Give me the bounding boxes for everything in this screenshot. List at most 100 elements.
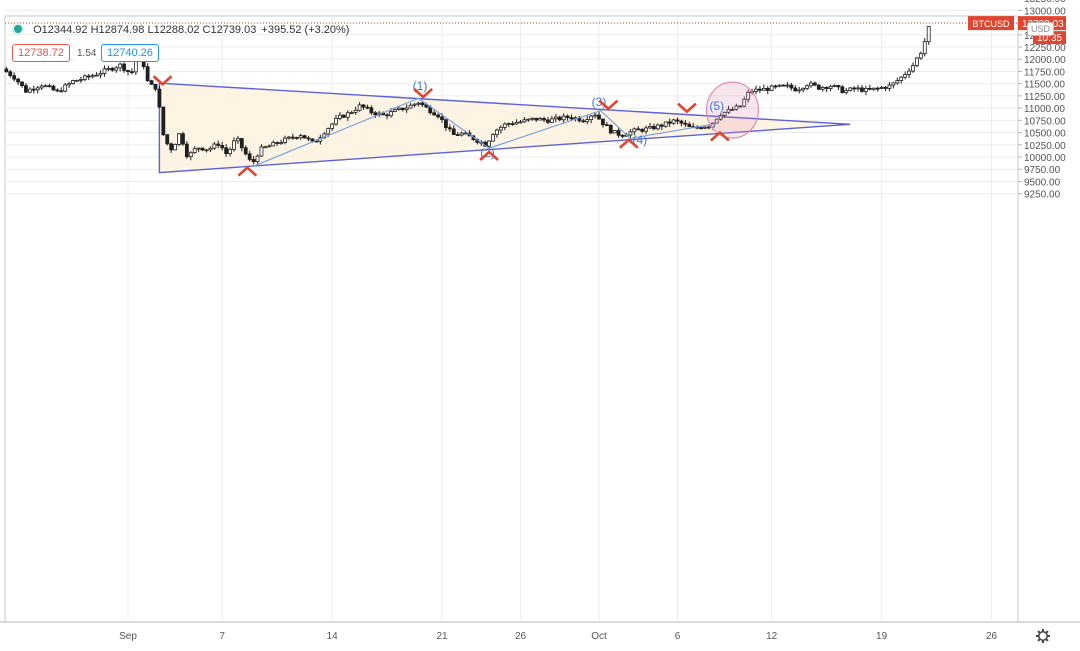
- candle-body: [59, 90, 64, 93]
- candle-body: [27, 88, 32, 93]
- candle-body: [899, 76, 904, 81]
- candle-body: [773, 85, 778, 88]
- y-tick-label: 9750.00: [1024, 165, 1061, 176]
- candle-body: [106, 68, 111, 70]
- settings-gear-icon[interactable]: [1036, 629, 1050, 643]
- buy-marker-icon: [618, 138, 639, 149]
- candle-body: [707, 126, 711, 129]
- candle-body: [424, 104, 429, 108]
- candle-body: [683, 122, 688, 125]
- candle-body: [671, 119, 676, 124]
- candle-body: [184, 143, 189, 158]
- candle-body: [404, 107, 409, 111]
- candle-body: [585, 119, 590, 123]
- candle-body: [879, 87, 884, 89]
- candle-body: [436, 114, 440, 118]
- candle-body: [518, 121, 523, 124]
- candle-body: [389, 111, 393, 117]
- candle-body: [522, 119, 527, 123]
- candle-body: [502, 123, 507, 128]
- candle-body: [816, 84, 821, 90]
- candle-body: [157, 88, 162, 108]
- candle-body: [247, 153, 252, 160]
- candle-body: [181, 133, 185, 145]
- candle-body: [550, 118, 554, 123]
- ohlc-readout: O12344.92 H12874.98 L12288.02 C12739.03 …: [14, 24, 349, 36]
- currency-badge[interactable]: USD: [1026, 22, 1054, 36]
- candle-body: [604, 124, 609, 127]
- candle-body: [487, 140, 492, 147]
- symbol-tag-bg: [968, 16, 1014, 31]
- candle-body: [459, 132, 464, 136]
- y-tick-label: 10250.00: [1024, 141, 1066, 152]
- sell-price-button[interactable]: 12738.72: [12, 44, 70, 62]
- sell-marker-icon: [413, 87, 434, 99]
- candle-body: [412, 103, 417, 106]
- candle-body: [789, 84, 794, 89]
- breakout-highlight: [705, 81, 760, 139]
- y-tick-label: 9500.00: [1024, 177, 1061, 188]
- candle-body: [255, 155, 260, 163]
- candle-body: [302, 135, 307, 139]
- candle-body: [812, 82, 817, 86]
- x-tick-label: 6: [675, 631, 681, 642]
- buy-price-button[interactable]: 12740.26: [101, 44, 159, 62]
- candle-body: [165, 134, 170, 145]
- candle-body: [553, 116, 558, 120]
- candle-body: [636, 128, 641, 131]
- candle-body: [432, 112, 437, 116]
- candle-body: [267, 145, 272, 148]
- candle-body: [455, 134, 460, 136]
- countdown-label: 10:35: [1037, 33, 1062, 44]
- y-tick-label: 9250.00: [1024, 190, 1061, 201]
- candle-body: [648, 125, 652, 129]
- x-tick-label: 26: [986, 631, 998, 642]
- candle-body: [133, 60, 138, 73]
- candle-body: [35, 87, 40, 91]
- candle-body: [718, 115, 723, 120]
- candle-body: [47, 85, 52, 88]
- low-value: L12288.02: [147, 24, 200, 36]
- candle-body: [644, 127, 648, 132]
- buy-marker-icon: [710, 130, 730, 142]
- candle-body: [907, 70, 911, 75]
- sell-marker-icon: [152, 75, 173, 86]
- candle-body: [510, 123, 515, 125]
- candle-body: [663, 121, 668, 127]
- x-tick-label: 14: [327, 631, 339, 642]
- candle-body: [232, 140, 236, 150]
- candle-body: [145, 66, 150, 82]
- candle-body: [310, 138, 315, 142]
- spread-value: 1.54: [75, 46, 99, 61]
- candle-body: [153, 83, 158, 90]
- candle-body: [353, 109, 358, 113]
- candle-body: [667, 121, 672, 124]
- candle-body: [279, 142, 283, 144]
- candle-body: [8, 71, 13, 77]
- candle-body: [801, 87, 805, 91]
- y-tick-label: 11250.00: [1024, 92, 1065, 103]
- candle-body: [16, 78, 21, 83]
- candle-body: [114, 67, 119, 71]
- y-tick-label: 13000.00: [1024, 6, 1066, 17]
- candle-body: [565, 115, 570, 118]
- candle-body: [836, 85, 841, 88]
- candle-body: [338, 114, 342, 119]
- candle-body: [797, 89, 802, 92]
- x-tick-label: Oct: [591, 631, 607, 642]
- x-tick-label: 7: [219, 631, 225, 642]
- candle-body: [298, 135, 303, 139]
- y-tick-label: 10750.00: [1024, 116, 1066, 127]
- candle-body: [687, 123, 692, 128]
- candle-body: [793, 87, 798, 92]
- candle-body: [63, 84, 68, 92]
- candle-body: [161, 106, 166, 136]
- candle-body: [130, 71, 134, 74]
- candle-body: [43, 85, 48, 88]
- candle-body: [730, 109, 735, 111]
- gear-hub: [1038, 631, 1048, 641]
- candle-body: [612, 130, 617, 134]
- candle-body: [891, 82, 896, 86]
- candle-body: [122, 63, 126, 71]
